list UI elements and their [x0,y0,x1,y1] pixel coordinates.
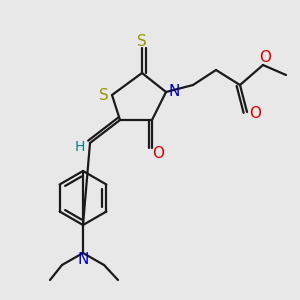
Text: O: O [259,50,271,65]
Text: S: S [137,34,147,49]
Text: H: H [75,140,85,154]
Text: N: N [168,85,180,100]
Text: O: O [152,146,164,160]
Text: O: O [249,106,261,122]
Text: N: N [77,253,89,268]
Text: S: S [99,88,109,103]
